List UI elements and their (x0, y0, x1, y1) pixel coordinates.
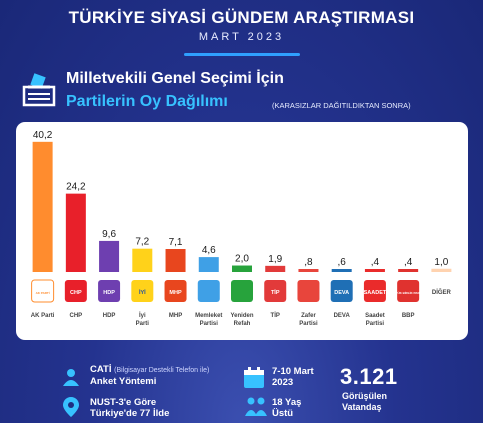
party-logo-5 (197, 280, 220, 302)
page-title: TÜRKİYE SİYASİ GÜNDEM ARAŞTIRMASI (68, 8, 415, 27)
party-logo-11 (397, 280, 420, 302)
category-label-2: HDP (103, 313, 116, 319)
party-logo-0 (31, 279, 55, 303)
header-divider (184, 53, 300, 56)
nust-text: NUST-3'e Göre (90, 397, 157, 408)
bar-10 (364, 269, 385, 272)
bar-5 (198, 257, 219, 272)
category-label-8-b: Partisi (299, 321, 318, 327)
party-logo-text-11: BÜYÜK BİRLİK PARTİSİ (391, 290, 425, 295)
bar-6 (232, 265, 252, 272)
value-label-12: 1,0 (434, 257, 448, 268)
category-label-5: Memleket (195, 313, 222, 319)
value-label-6: 2,0 (235, 254, 249, 265)
bar-3 (132, 248, 153, 272)
category-label-11: BBP (402, 313, 415, 319)
category-label-8: Zafer (301, 313, 316, 319)
category-label-9: DEVA (334, 313, 351, 319)
value-label-8: ,8 (304, 257, 313, 268)
date-range: 7-10 Mart (272, 366, 314, 377)
value-label-1: 24,2 (66, 182, 86, 193)
party-logo-8 (297, 280, 320, 302)
province-text: Türkiye'de 77 İlde (90, 408, 170, 419)
party-logo-1 (64, 280, 87, 302)
bar-8 (298, 269, 319, 272)
party-logo-2 (98, 280, 121, 302)
age-text: 18 Yaş (272, 397, 302, 408)
value-label-10: ,4 (371, 257, 380, 268)
calendar-icon (244, 367, 264, 388)
method-label: Anket Yöntemi (90, 376, 157, 387)
category-label-6: Yeniden (230, 313, 253, 319)
category-label-6-b: Refah (234, 321, 251, 327)
count-label-2: Vatandaş (342, 402, 382, 412)
bar-9 (331, 269, 352, 272)
people-icon (63, 369, 79, 386)
party-logo-text-9: DEVA (334, 290, 349, 296)
party-logo-6 (231, 280, 253, 302)
location-pin-icon (63, 397, 79, 417)
party-logo-text-2: HDP (103, 290, 115, 296)
party-logo-9 (330, 280, 353, 302)
bar-11 (398, 269, 419, 272)
bar-7 (265, 265, 286, 272)
party-logo-10 (363, 280, 386, 302)
bar-chart: 40,2 AK PARTİ AK Parti 24,2 CHP CHP 9,6 HDP HDP 7… (31, 130, 452, 327)
chart-title-line2: Partilerin Oy Dağılımı (66, 93, 228, 110)
bar-2 (99, 240, 120, 272)
bar-1 (65, 193, 86, 272)
category-label-10: Saadet (365, 313, 385, 319)
category-label-5-b: Partisi (200, 321, 219, 327)
party-logo-7 (264, 280, 287, 302)
respondent-count: 3.121 (340, 364, 398, 389)
adult-people-icon (245, 397, 267, 416)
party-logo-4 (164, 280, 187, 302)
value-label-2: 9,6 (102, 229, 116, 240)
value-label-0: 40,2 (33, 130, 53, 141)
category-label-1: CHP (70, 313, 83, 319)
category-label-3: İyi (139, 312, 146, 319)
party-logo-3 (131, 280, 154, 302)
bar-4 (165, 249, 186, 272)
category-label-12: DİĞER (432, 288, 452, 296)
chart-card: 40,2 AK PARTİ AK Parti 24,2 CHP CHP 9,6 HDP HDP 7… (16, 122, 468, 340)
party-logo-text-10: SAADET (364, 290, 387, 296)
value-label-4: 7,1 (169, 237, 183, 248)
value-label-3: 7,2 (135, 237, 149, 248)
value-label-11: ,4 (404, 257, 413, 268)
party-logo-text-3: İYİ (139, 289, 146, 296)
page-subtitle: MART 2023 (198, 31, 285, 43)
chart-note: (KARASIZLAR DAĞITILDIKTAN SONRA) (272, 101, 411, 110)
value-label-9: ,6 (338, 257, 347, 268)
age-text-2: Üstü (272, 408, 294, 419)
category-label-10-b: Partisi (366, 321, 385, 327)
category-label-7: TİP (271, 312, 280, 319)
category-label-3-b: Parti (136, 321, 150, 327)
method-detail: (Bilgisayar Destekli Telefon ile) (114, 367, 210, 374)
party-logo-text-4: MHP (169, 290, 182, 296)
category-label-0: AK Parti (31, 313, 55, 319)
value-label-5: 4,6 (202, 245, 216, 256)
party-logo-text-7: TİP (271, 289, 280, 296)
chart-title-line1: Milletvekili Genel Seçimi İçin (66, 70, 284, 87)
party-logo-text-0: AK PARTİ (36, 290, 50, 295)
method-name: CATİ (90, 364, 112, 375)
category-label-4: MHP (169, 313, 182, 319)
count-label-1: Görüşülen (342, 391, 388, 401)
value-label-7: 1,9 (268, 254, 282, 265)
bar-0 (32, 141, 53, 272)
party-logo-text-1: CHP (70, 290, 82, 296)
ballot-box-icon (22, 73, 56, 107)
date-year: 2023 (272, 377, 294, 388)
bar-12 (431, 268, 452, 272)
